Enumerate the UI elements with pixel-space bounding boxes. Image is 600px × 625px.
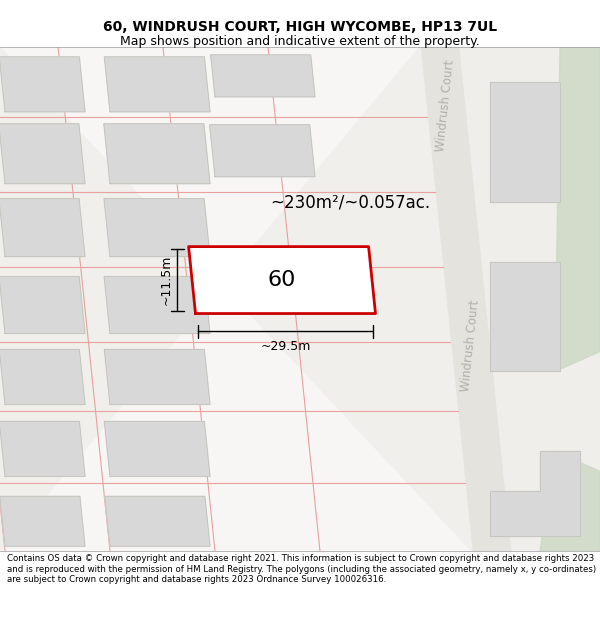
- Polygon shape: [460, 47, 600, 551]
- Polygon shape: [0, 199, 85, 257]
- Polygon shape: [0, 349, 85, 404]
- Text: Windrush Court: Windrush Court: [459, 299, 482, 392]
- Polygon shape: [211, 55, 315, 97]
- Text: ~29.5m: ~29.5m: [260, 339, 311, 352]
- Text: Map shows position and indicative extent of the property.: Map shows position and indicative extent…: [120, 35, 480, 48]
- Polygon shape: [104, 421, 210, 476]
- Text: 60: 60: [268, 270, 296, 290]
- Polygon shape: [0, 277, 85, 334]
- Polygon shape: [490, 262, 560, 371]
- Text: ~11.5m: ~11.5m: [160, 255, 172, 305]
- Polygon shape: [0, 496, 85, 546]
- Polygon shape: [0, 47, 472, 551]
- Polygon shape: [490, 82, 560, 202]
- Polygon shape: [104, 57, 210, 112]
- Polygon shape: [0, 124, 85, 184]
- Polygon shape: [104, 199, 210, 257]
- Polygon shape: [104, 277, 210, 334]
- Polygon shape: [0, 421, 85, 476]
- Polygon shape: [555, 47, 600, 371]
- Polygon shape: [104, 124, 210, 184]
- Polygon shape: [209, 125, 315, 177]
- Text: 60, WINDRUSH COURT, HIGH WYCOMBE, HP13 7UL: 60, WINDRUSH COURT, HIGH WYCOMBE, HP13 7…: [103, 20, 497, 34]
- Polygon shape: [105, 496, 210, 546]
- Polygon shape: [0, 57, 85, 112]
- Polygon shape: [188, 247, 376, 314]
- Text: ~230m²/~0.057ac.: ~230m²/~0.057ac.: [270, 194, 430, 212]
- Polygon shape: [104, 349, 210, 404]
- Text: Contains OS data © Crown copyright and database right 2021. This information is : Contains OS data © Crown copyright and d…: [7, 554, 596, 584]
- Polygon shape: [0, 47, 600, 551]
- Polygon shape: [490, 451, 580, 536]
- Polygon shape: [540, 451, 600, 551]
- Polygon shape: [420, 47, 512, 551]
- Text: Windrush Court: Windrush Court: [434, 59, 457, 152]
